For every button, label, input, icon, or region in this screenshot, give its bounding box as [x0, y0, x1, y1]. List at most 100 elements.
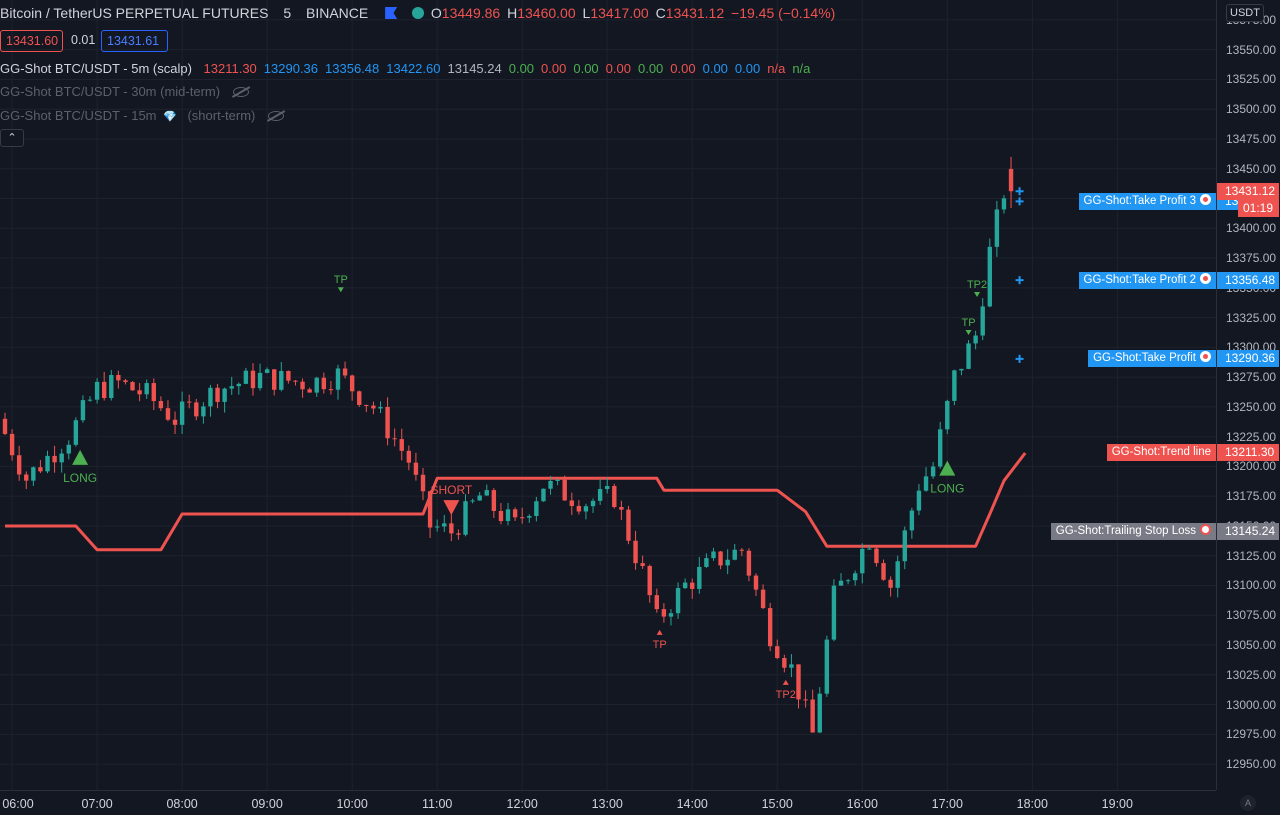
candle — [279, 361, 284, 392]
candle — [364, 404, 369, 413]
tp-marker-icon — [782, 679, 789, 685]
candle — [923, 467, 929, 492]
level-tag[interactable]: GG-Shot:Trend line — [1106, 444, 1216, 462]
trend-line — [5, 452, 1027, 552]
candle-body — [342, 368, 348, 376]
candle-body — [264, 369, 270, 373]
price-tick-label: 13250.00 — [1226, 399, 1277, 414]
indicator-name[interactable]: GG-Shot BTC/USDT - 15m — [0, 108, 157, 123]
candle — [463, 494, 468, 537]
long-arrow-icon — [939, 460, 956, 476]
candle-body — [385, 406, 390, 439]
indicator-value: 13356.48 — [325, 61, 380, 76]
candle — [1008, 156, 1014, 209]
candle — [612, 483, 617, 509]
hidden-eye-icon[interactable] — [232, 87, 249, 97]
candle — [31, 466, 36, 487]
candle-body — [810, 699, 815, 733]
candle — [293, 379, 298, 386]
candle — [392, 428, 397, 447]
candle — [895, 555, 900, 598]
price-axis[interactable]: 13575.0013550.0013525.0013500.0013475.00… — [1216, 0, 1280, 790]
candle — [109, 369, 114, 401]
candle — [9, 429, 15, 461]
indicator-legend-short[interactable]: GG-Shot BTC/USDT - 15m 💎 (short-term) — [0, 108, 287, 123]
auto-scale-button[interactable]: A — [1240, 795, 1256, 811]
candle-body — [796, 664, 801, 700]
symbol-title[interactable]: Bitcoin / TetherUS PERPETUAL FUTURES — [0, 5, 269, 21]
candle — [860, 543, 865, 584]
candle — [640, 555, 645, 569]
candle-body — [31, 467, 36, 481]
candle — [902, 526, 907, 570]
candle-body — [321, 377, 327, 390]
indicator-value: 0.00 — [670, 61, 696, 76]
chart-canvas[interactable]: LONG TP SHORT TP TP2 LONG TP TP2 — [0, 0, 1216, 790]
candle-body — [179, 401, 185, 425]
candle — [824, 635, 830, 697]
candle — [342, 361, 348, 379]
signal-label: LONG — [930, 482, 964, 496]
candle-body — [328, 389, 334, 391]
level-tag[interactable]: GG-Shot:Take Profit 2 — [1078, 271, 1216, 289]
time-axis[interactable]: 06:00 07:00 08:00 09:00 10:00 11:00 12:00 13:00… — [0, 790, 1216, 815]
candle — [527, 514, 532, 523]
bar-countdown: 01:19 — [1238, 200, 1279, 218]
candle — [576, 500, 582, 515]
symbol-legend[interactable]: Bitcoin / TetherUS PERPETUAL FUTURES 5 B… — [0, 5, 838, 21]
hidden-eye-icon[interactable] — [267, 111, 284, 121]
candle — [420, 467, 426, 501]
candle — [73, 417, 79, 447]
candle — [952, 369, 957, 406]
candle-body — [293, 380, 298, 382]
level-tag[interactable]: GG-Shot:Trailing Stop Loss — [1050, 523, 1216, 541]
candle-body — [314, 377, 319, 393]
close-value: 13431.12 — [665, 5, 725, 21]
candle — [675, 582, 681, 619]
buy-price-button[interactable]: 13431.61 — [101, 30, 168, 52]
candle — [888, 576, 893, 597]
candle-body — [753, 575, 759, 590]
candle — [24, 471, 29, 490]
candle-body — [746, 550, 752, 576]
collapse-legend-button[interactable]: ⌃ — [0, 129, 24, 147]
time-tick-label: 10:00 — [336, 797, 368, 811]
candle — [909, 507, 915, 539]
sell-price-button[interactable]: 13431.60 — [0, 30, 63, 52]
level-tag[interactable]: GG-Shot:Take Profit — [1088, 350, 1216, 368]
candle — [966, 340, 971, 370]
candle-body — [534, 501, 539, 516]
candle-body — [505, 509, 511, 522]
candle-body — [541, 488, 546, 502]
candle — [45, 450, 50, 474]
candle-body — [250, 370, 256, 389]
price-tick-label: 12950.00 — [1226, 757, 1277, 772]
interval-label[interactable]: 5 — [283, 5, 292, 21]
price-tick-label: 13175.00 — [1226, 489, 1277, 504]
candle-body — [675, 588, 681, 614]
indicator-value: 0.00 — [573, 61, 599, 76]
candle — [1001, 195, 1007, 214]
indicator-value: 0.00 — [702, 61, 728, 76]
candle-body — [229, 386, 234, 389]
flag-icon[interactable] — [385, 7, 398, 19]
indicator-legend-scalp[interactable]: GG-Shot BTC/USDT - 5m (scalp) 13211.30 13… — [0, 61, 820, 76]
signal-long: LONG — [930, 460, 964, 496]
candle-body — [980, 306, 985, 336]
level-tag[interactable]: GG-Shot:Take Profit 3 — [1078, 192, 1216, 210]
candle — [257, 363, 263, 391]
candle — [222, 387, 227, 413]
indicator-value: 13422.60 — [386, 61, 441, 76]
candle-body — [236, 383, 241, 387]
indicator-name[interactable]: GG-Shot BTC/USDT - 5m (scalp) — [0, 61, 192, 76]
candle-body — [222, 388, 227, 402]
candle-body — [116, 374, 121, 381]
currency-button[interactable]: USDT — [1226, 4, 1264, 22]
candle-body — [406, 450, 412, 463]
indicator-legend-mid[interactable]: GG-Shot BTC/USDT - 30m (mid-term) — [0, 84, 252, 99]
signal-label: LONG — [63, 471, 97, 485]
indicator-name[interactable]: GG-Shot BTC/USDT - 30m (mid-term) — [0, 84, 221, 99]
open-value: 13449.86 — [441, 5, 501, 21]
candle-body — [151, 383, 156, 402]
target-icon — [1200, 193, 1211, 205]
